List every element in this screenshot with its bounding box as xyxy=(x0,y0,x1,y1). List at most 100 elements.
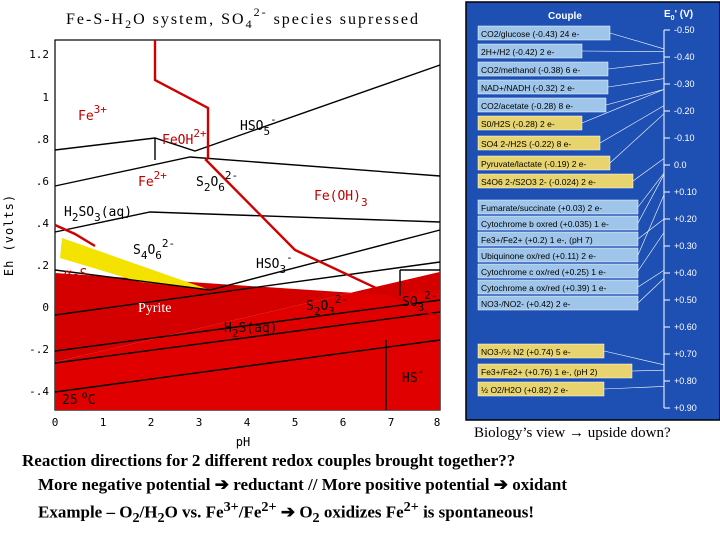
couple-label: CO2/methanol (-0.38) 6 e- xyxy=(481,65,580,75)
h2s-region xyxy=(55,272,440,410)
biology-note: Biology’s view → upside down? xyxy=(474,425,671,441)
y-tick: 1.2 xyxy=(29,48,49,61)
scale-label: +0.60 xyxy=(674,322,697,332)
label-s2o3: S2O32- xyxy=(306,293,348,318)
couple-connector xyxy=(632,158,665,182)
couple-label: S4O6 2-/S2O3 2- (-0.024) 2 e- xyxy=(481,177,596,187)
label-alpha-s8: α-S8 xyxy=(64,267,94,286)
couple-connector xyxy=(637,172,665,208)
couple-connector xyxy=(637,174,665,224)
caption-sub: 2 xyxy=(312,510,320,527)
potential-scale-ticks: -0.50 -0.40 -0.30 -0.20 -0.10 0.0 +0.10 +0.20 +0… xyxy=(664,25,697,413)
x-tick: 2 xyxy=(148,416,155,429)
couple-connector xyxy=(603,350,665,366)
couple-label: Pyruvate/lactate (-0.19) 2 e- xyxy=(481,159,587,169)
y-tick: 1 xyxy=(42,91,49,104)
scale-label: +0.20 xyxy=(674,214,697,224)
couple-label: Cytochrome c ox/red (+0.25) 1 e- xyxy=(481,267,606,277)
couple-label: 2H+/H2 (-0.42) 2 e- xyxy=(481,47,555,57)
label-hso3: HSO3- xyxy=(256,251,293,276)
couple-connector xyxy=(603,386,665,390)
x-tick: 5 xyxy=(292,416,299,429)
couple-label: S0/H2S (-0.28) 2 e- xyxy=(481,119,555,129)
scale-label: -0.30 xyxy=(674,79,695,89)
couple-connector xyxy=(581,89,665,124)
couple-connector xyxy=(637,218,665,240)
scale-label: +0.10 xyxy=(674,187,697,197)
y-tick: 0 xyxy=(42,301,49,314)
caption-text: /H xyxy=(139,502,158,522)
scale-label: +0.30 xyxy=(674,241,697,251)
couple-label: NO3-/NO2- (+0.42) 2 e- xyxy=(481,299,571,309)
y-tick: .2 xyxy=(36,259,49,272)
label-feoh: FeOH2+ xyxy=(162,127,207,148)
x-tick: 3 xyxy=(196,416,203,429)
y-tick: -.4 xyxy=(29,385,49,398)
table-header-e: E0' (V) xyxy=(664,9,693,22)
y-axis: 1.2 1 .8 .6 .4 .2 0 -.2 -.4 xyxy=(29,48,49,398)
label-s2o6: S2O62- xyxy=(196,169,238,194)
scale-label: -0.50 xyxy=(674,25,695,35)
caption-sup: 2+ xyxy=(403,499,419,515)
couple-connector xyxy=(637,278,665,304)
y-axis-label: Eh (volts) xyxy=(2,194,16,276)
species-labels: Fe3+ FeOH2+ HSO5- Fe2+ S2O62- Fe(OH)3 H2… xyxy=(62,103,438,408)
y-tick: -.2 xyxy=(29,343,49,356)
couple-connector xyxy=(607,78,665,88)
label-feoh3: Fe(OH)3 xyxy=(314,189,368,209)
couple-connector xyxy=(605,89,665,106)
caption-sub: 2 xyxy=(132,510,140,527)
x-tick: 4 xyxy=(244,416,251,429)
scale-label: +0.70 xyxy=(674,349,697,359)
x-axis: 0 1 2 3 4 5 6 7 8 xyxy=(52,416,441,429)
label-s4o6: S4O62- xyxy=(133,237,175,262)
caption-text: is spontaneous! xyxy=(418,502,535,522)
pourbaix-title: Fe-S-H2O system, SO42- species supressed xyxy=(66,5,420,31)
couple-connector xyxy=(607,62,665,70)
y-tick: .8 xyxy=(36,133,49,146)
caption-text: O xyxy=(295,502,313,522)
pyrite-region xyxy=(55,272,440,362)
couple-label: Fumarate/succinate (+0.03) 2 e- xyxy=(481,203,602,213)
label-hs: HS- xyxy=(402,365,424,386)
couple-label: NO3-/½ N2 (+0.74) 5 e- xyxy=(481,347,571,357)
fe-boundaries xyxy=(54,40,441,320)
caption-sup: 3+ xyxy=(223,499,239,515)
caption-line-2: More negative potential ➔ reductant // M… xyxy=(38,475,567,495)
caption-text: oxidizes Fe xyxy=(319,502,404,522)
x-tick: 1 xyxy=(100,416,107,429)
scale-label: 0.0 xyxy=(674,160,687,170)
couple-label: Fe3+/Fe2+ (+0.2) 1 e-, (pH 7) xyxy=(481,235,593,245)
arrow-icon: ➔ xyxy=(493,475,508,494)
label-hso5: HSO5- xyxy=(240,113,277,138)
couple-connector xyxy=(631,369,665,372)
couple-connector xyxy=(609,32,665,50)
x-tick: 8 xyxy=(434,416,441,429)
caption-text: Example – O xyxy=(38,502,133,522)
scale-label: +0.50 xyxy=(674,295,697,305)
label-h2so3: H2SO3(aq) xyxy=(64,205,132,224)
scale-label: +0.80 xyxy=(674,376,697,386)
redox-tower: Couple E0' (V) -0.50 -0.40 -0.30 -0.20 -0.10… xyxy=(465,1,720,421)
label-fe2: Fe2+ xyxy=(138,169,167,190)
x-axis-label: pH xyxy=(236,435,250,449)
couple-connector xyxy=(581,50,665,52)
arrow-icon: ➔ xyxy=(280,502,296,522)
scale-label: +0.90 xyxy=(674,403,697,413)
scale-label: -0.10 xyxy=(674,133,695,143)
couple-label: Fe3+/Fe2+ (+0.76) 1 e-, (pH 2) xyxy=(481,367,598,377)
x-tick: 0 xyxy=(52,416,59,429)
x-tick: 6 xyxy=(340,416,347,429)
couple-label: ½ O2/H2O (+0.82) 2 e- xyxy=(481,385,568,395)
scale-label: -0.40 xyxy=(674,52,695,62)
caption-line-3: Example – O2/H2O vs. Fe3+/Fe2+ ➔ O2 oxid… xyxy=(38,499,534,527)
scale-label: +0.40 xyxy=(674,268,697,278)
label-so3: SO32- xyxy=(402,289,438,314)
couple-connector xyxy=(599,105,665,144)
table-header-couple: Couple xyxy=(548,11,582,22)
y-tick: .4 xyxy=(36,217,50,230)
caption-line-1: Reaction directions for 2 different redo… xyxy=(22,451,516,470)
couple-rows: CO2/glucose (-0.43) 24 e- 2H+/H2 (-0.42) … xyxy=(477,25,665,397)
caption-text: /Fe xyxy=(238,502,262,522)
arrow-icon: ➔ xyxy=(214,475,229,494)
